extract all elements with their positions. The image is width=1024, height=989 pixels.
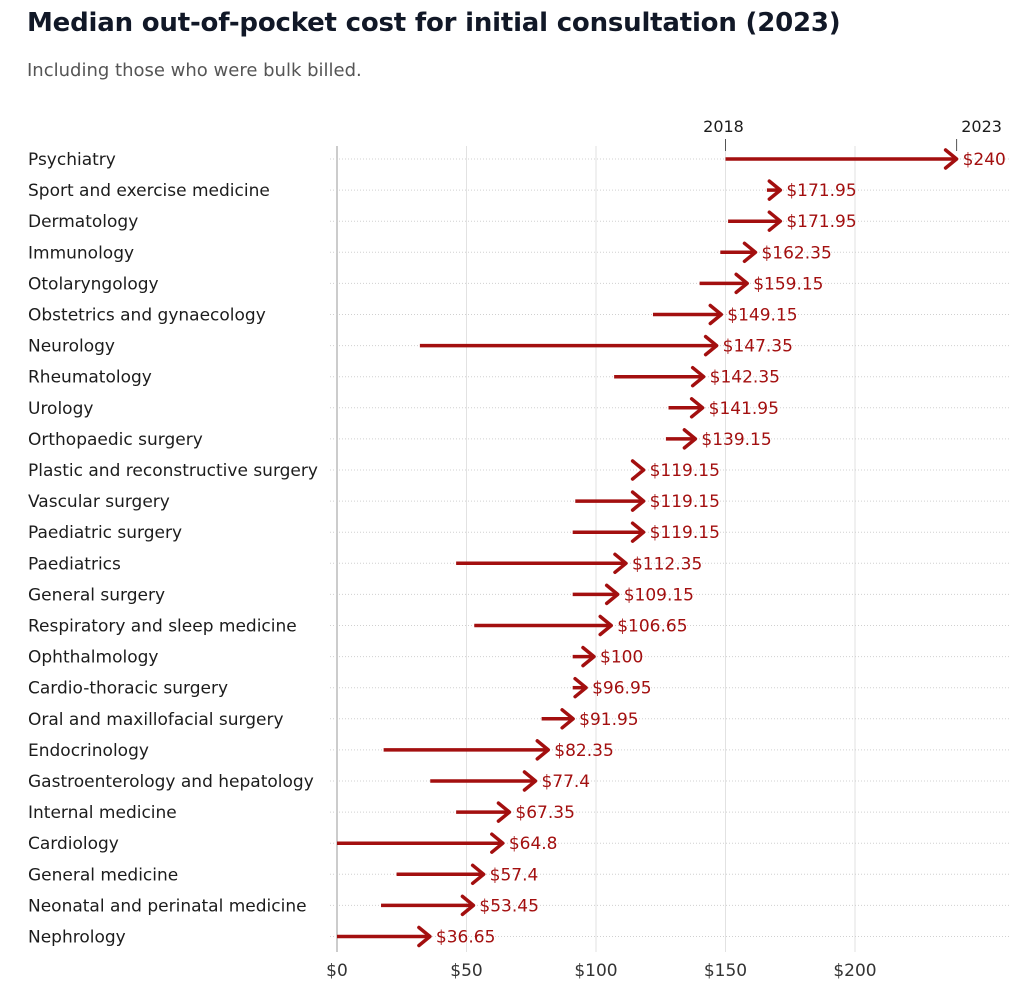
category-label: Gastroenterology and hepatology [28, 772, 314, 792]
category-label: Urology [28, 399, 93, 419]
category-label: Oral and maxillofacial surgery [28, 710, 284, 730]
x-axis: $0 $50 $100 $150 $200 [326, 961, 876, 981]
category-label: Obstetrics and gynaecology [28, 306, 266, 326]
category-label: Ophthalmology [28, 648, 158, 668]
category-label: Paediatric surgery [28, 523, 182, 543]
value-label: $171.95 [786, 181, 856, 201]
chart-subtitle: Including those who were bulk billed. [27, 60, 362, 81]
value-label: $147.35 [723, 337, 793, 357]
change-arrow-head [490, 832, 505, 854]
value-label: $100 [600, 648, 643, 668]
year-legend: 2018 2023 [703, 117, 1002, 151]
end-year-label: 2023 [961, 117, 1002, 136]
change-arrow-head [708, 303, 724, 326]
change-arrow-head [630, 521, 646, 543]
value-label: $149.15 [727, 306, 797, 326]
value-label: $139.15 [701, 430, 771, 450]
category-label: Orthopaedic surgery [28, 430, 203, 450]
chart-title: Median out-of-pocket cost for initial co… [27, 8, 841, 38]
value-label: $67.35 [515, 803, 574, 823]
row-guides [330, 158, 1010, 937]
value-label: $36.65 [436, 928, 495, 948]
value-label: $142.35 [710, 368, 780, 388]
change-arrow-head [496, 801, 512, 823]
x-tick-label: $0 [326, 961, 348, 981]
value-label: $119.15 [650, 461, 720, 481]
change-arrow-head [734, 272, 749, 295]
x-tick-label: $100 [574, 961, 617, 981]
value-label: $159.15 [753, 274, 823, 294]
value-label: $57.4 [490, 865, 539, 885]
change-arrow-head [690, 365, 706, 388]
category-label: Neurology [28, 337, 115, 357]
value-label: $171.95 [786, 212, 856, 232]
grid-layer [336, 146, 856, 952]
category-label: Endocrinology [28, 741, 149, 761]
value-label: $91.95 [579, 710, 638, 730]
category-label: Vascular surgery [28, 492, 170, 512]
labels-layer: Psychiatry $240 Sport and exercise medicin… [28, 150, 1006, 948]
category-label: Sport and exercise medicine [28, 181, 270, 201]
category-label: Immunology [28, 243, 134, 263]
value-label: $109.15 [624, 585, 694, 605]
value-label: $162.35 [761, 243, 831, 263]
change-arrow-head [417, 925, 432, 948]
change-arrow-head [767, 179, 783, 201]
value-label: $119.15 [650, 492, 720, 512]
change-arrow-head [598, 614, 613, 637]
change-arrow-head [689, 397, 705, 419]
category-label: Paediatrics [28, 554, 121, 574]
change-arrow-head [470, 863, 486, 886]
change-arrow-head [943, 148, 959, 170]
value-label: $77.4 [541, 772, 590, 792]
change-arrow-head [742, 241, 758, 264]
change-arrow-head [630, 490, 646, 512]
category-label: General surgery [28, 585, 165, 605]
change-arrow-head [703, 334, 719, 357]
change-arrow-head [682, 428, 698, 450]
value-label: $240 [963, 150, 1006, 170]
category-label: Plastic and reconstructive surgery [28, 461, 318, 481]
category-label: Rheumatology [28, 368, 152, 388]
value-label: $112.35 [632, 554, 702, 574]
value-label: $53.45 [479, 896, 538, 916]
change-arrow-head [560, 708, 575, 730]
value-label: $119.15 [650, 523, 720, 543]
value-label: $141.95 [709, 399, 779, 419]
change-arrow-head [581, 645, 596, 668]
change-arrow-head [535, 739, 551, 761]
category-label: General medicine [28, 865, 178, 885]
x-tick-label: $50 [450, 961, 482, 981]
value-label: $82.35 [554, 741, 613, 761]
change-arrow-head [613, 552, 628, 575]
category-label: Otolaryngology [28, 274, 159, 294]
value-label: $106.65 [617, 617, 687, 637]
start-year-label: 2018 [703, 117, 744, 136]
value-label: $64.8 [509, 834, 558, 854]
change-arrow-head [460, 894, 476, 917]
value-label: $96.95 [592, 679, 651, 699]
change-arrow-head [604, 583, 620, 606]
category-label: Psychiatry [28, 150, 116, 170]
change-arrow-head [573, 676, 588, 699]
x-tick-label: $150 [704, 961, 747, 981]
category-label: Dermatology [28, 212, 138, 232]
category-label: Nephrology [28, 928, 126, 948]
marks-layer [337, 148, 959, 948]
category-label: Internal medicine [28, 803, 177, 823]
category-label: Respiratory and sleep medicine [28, 617, 297, 637]
change-arrow-head [522, 770, 538, 792]
category-label: Neonatal and perinatal medicine [28, 896, 307, 916]
x-tick-label: $200 [833, 961, 876, 981]
change-arrow-head [630, 459, 646, 481]
category-label: Cardio-thoracic surgery [28, 679, 228, 699]
change-arrow-head [767, 210, 783, 232]
category-label: Cardiology [28, 834, 119, 854]
